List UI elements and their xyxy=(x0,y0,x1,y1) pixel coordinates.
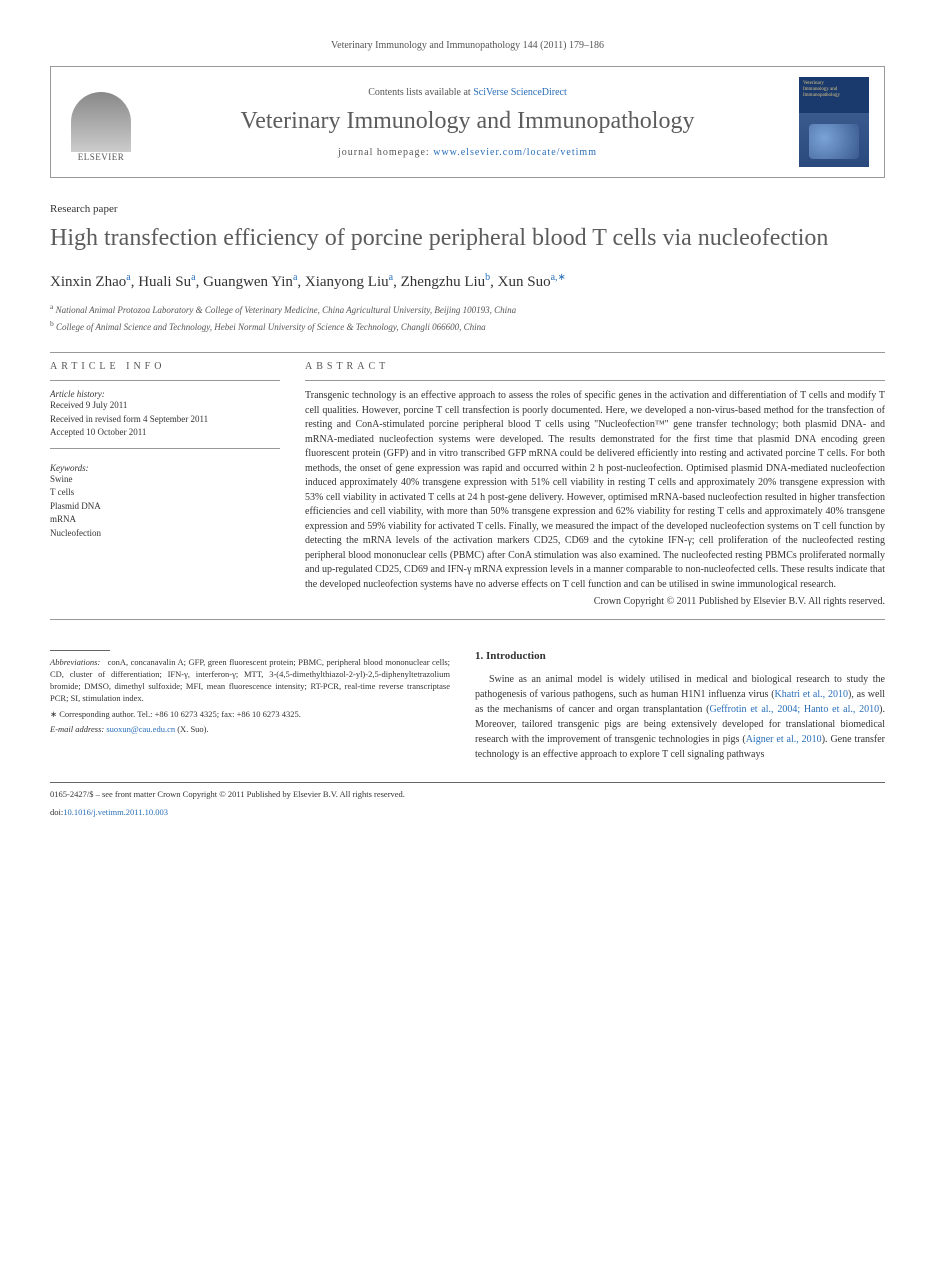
article-info-heading: ARTICLE INFO xyxy=(50,361,280,372)
keywords-label: Keywords: xyxy=(50,463,280,473)
footer-doi: doi:10.1016/j.vetimm.2011.10.003 xyxy=(50,807,885,819)
homepage-link[interactable]: www.elsevier.com/locate/vetimm xyxy=(433,147,597,158)
abbrev-divider xyxy=(50,650,110,651)
article-title: High transfection efficiency of porcine … xyxy=(50,223,885,254)
keyword: Swine xyxy=(50,473,280,487)
contents-prefix: Contents lists available at xyxy=(368,87,473,98)
divider xyxy=(50,448,280,449)
keyword: mRNA xyxy=(50,513,280,527)
email-label: E-mail address: xyxy=(50,724,106,734)
email-suffix: (X. Suo). xyxy=(175,724,209,734)
journal-name: Veterinary Immunology and Immunopatholog… xyxy=(151,108,784,135)
abstract-text: Transgenic technology is an effective ap… xyxy=(305,389,885,592)
keyword: Nucleofection xyxy=(50,527,280,541)
history-item: Received in revised form 4 September 201… xyxy=(50,413,280,427)
footer-copyright: 0165-2427/$ – see front matter Crown Cop… xyxy=(50,789,885,801)
affiliation-b: College of Animal Science and Technology… xyxy=(56,322,486,332)
abbrev-body: conA, concanavalin A; GFP, green fluores… xyxy=(50,657,450,703)
history-label: Article history: xyxy=(50,389,280,399)
cover-line: Veterinary xyxy=(803,81,824,86)
abbrev-label: Abbreviations: xyxy=(50,657,100,667)
doi-prefix: doi: xyxy=(50,807,63,817)
contents-line: Contents lists available at SciVerse Sci… xyxy=(151,87,784,98)
divider xyxy=(50,352,885,353)
homepage-line: journal homepage: www.elsevier.com/locat… xyxy=(151,147,784,158)
email-link[interactable]: suoxun@cau.edu.cn xyxy=(106,724,175,734)
introduction-body: Swine as an animal model is widely utili… xyxy=(475,672,885,762)
divider xyxy=(305,380,885,381)
homepage-prefix: journal homepage: xyxy=(338,147,433,158)
divider xyxy=(50,619,885,620)
history-item: Accepted 10 October 2011 xyxy=(50,426,280,440)
introduction-heading: 1. Introduction xyxy=(475,650,885,662)
affiliations: a National Animal Protozoa Laboratory & … xyxy=(50,301,885,334)
article-type: Research paper xyxy=(50,203,885,215)
history-item: Received 9 July 2011 xyxy=(50,399,280,413)
journal-cover-thumbnail: Veterinary Immunology and Immunopatholog… xyxy=(799,77,869,167)
elsevier-logo: ELSEVIER xyxy=(66,82,136,162)
keyword: Plasmid DNA xyxy=(50,500,280,514)
cover-line: Immunopathology xyxy=(803,93,840,98)
sciencedirect-link[interactable]: SciVerse ScienceDirect xyxy=(473,87,567,98)
keyword: T cells xyxy=(50,486,280,500)
footer-divider xyxy=(50,782,885,783)
affiliation-a: National Animal Protozoa Laboratory & Co… xyxy=(56,305,517,315)
corresponding-author: ∗ Corresponding author. Tel.: +86 10 627… xyxy=(50,709,450,720)
journal-header: ELSEVIER Contents lists available at Sci… xyxy=(50,66,885,178)
doi-link[interactable]: 10.1016/j.vetimm.2011.10.003 xyxy=(63,807,168,817)
elsevier-tree-icon xyxy=(71,92,131,152)
abstract-heading: ABSTRACT xyxy=(305,361,885,372)
email-line: E-mail address: suoxun@cau.edu.cn (X. Su… xyxy=(50,724,450,734)
elsevier-label: ELSEVIER xyxy=(78,152,125,162)
journal-reference: Veterinary Immunology and Immunopatholog… xyxy=(50,40,885,51)
divider xyxy=(50,380,280,381)
copyright: Crown Copyright © 2011 Published by Else… xyxy=(305,596,885,607)
cover-line: Immunology and xyxy=(803,87,837,92)
authors: Xinxin Zhaoa, Huali Sua, Guangwen Yina, … xyxy=(50,272,885,291)
abbreviations: Abbreviations: conA, concanavalin A; GFP… xyxy=(50,657,450,705)
